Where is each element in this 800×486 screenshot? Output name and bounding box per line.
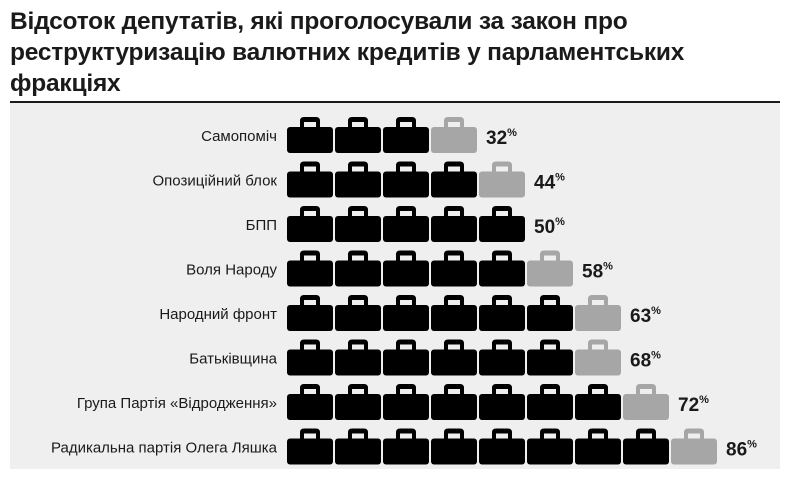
- partial-briefcase-icon: [623, 384, 669, 420]
- briefcase-icon: [335, 250, 381, 287]
- chart-row: Самопоміч 32%: [201, 117, 517, 153]
- briefcase-icon: [431, 339, 477, 376]
- briefcase-icon: [287, 206, 333, 242]
- briefcase-icon: [383, 384, 429, 420]
- briefcase-icon: [479, 384, 525, 420]
- briefcase-icon: [479, 206, 525, 242]
- category-label: Народний фронт: [159, 306, 277, 323]
- briefcase-icon: [383, 117, 429, 153]
- chart-row: Група Партія «Відродження» 72%: [77, 384, 709, 420]
- chart-row: Народний фронт 63%: [159, 295, 661, 331]
- category-label: Воля Народу: [186, 262, 277, 279]
- briefcase-icon: [335, 339, 381, 376]
- title-divider: [10, 101, 780, 103]
- category-label: Група Партія «Відродження»: [77, 395, 277, 412]
- partial-briefcase-icon: [575, 295, 621, 331]
- category-label: БПП: [246, 217, 277, 234]
- briefcase-icon: [527, 428, 573, 465]
- value-label: 32%: [486, 127, 517, 149]
- value-label: 44%: [534, 172, 565, 194]
- briefcase-icon: [479, 250, 525, 287]
- briefcase-icon: [527, 339, 573, 376]
- value-label: 63%: [630, 305, 661, 327]
- value-label: 50%: [534, 216, 565, 238]
- briefcase-icon: [431, 206, 477, 242]
- briefcase-icon: [383, 339, 429, 376]
- partial-briefcase-icon: [671, 428, 717, 465]
- briefcase-icon: [335, 117, 381, 153]
- briefcase-icon: [383, 428, 429, 465]
- value-label: 58%: [582, 261, 613, 283]
- briefcase-icon: [431, 384, 477, 420]
- briefcase-icon: [383, 250, 429, 287]
- chart-row: БПП 50%: [246, 206, 565, 242]
- briefcase-icon: [575, 384, 621, 420]
- briefcase-icon: [527, 295, 573, 331]
- briefcase-icon: [335, 295, 381, 331]
- briefcase-icon: [287, 384, 333, 420]
- briefcase-icon: [287, 161, 333, 198]
- chart-row: Опозиційний блок 44%: [153, 161, 565, 198]
- chart-row: Батьківщина 68%: [189, 339, 661, 376]
- category-label: Опозиційний блок: [153, 173, 278, 190]
- briefcase-icon: [527, 384, 573, 420]
- briefcase-icon: [287, 339, 333, 376]
- briefcase-icon: [335, 384, 381, 420]
- briefcase-icon: [431, 161, 477, 198]
- briefcase-icon: [479, 428, 525, 465]
- pictogram-chart: Самопоміч 32% Опозиційний блок 44% БПП 50% Вол…: [51, 117, 757, 465]
- category-label: Самопоміч: [201, 128, 277, 145]
- category-label: Радикальна партія Олега Ляшка: [51, 440, 278, 457]
- chart-row: Воля Народу 58%: [186, 250, 613, 287]
- briefcase-icon: [431, 250, 477, 287]
- partial-briefcase-icon: [431, 117, 477, 153]
- briefcase-icon: [335, 428, 381, 465]
- briefcase-icon: [335, 206, 381, 242]
- briefcase-icon: [383, 206, 429, 242]
- chart-title: Відсоток депутатів, які проголосували за…: [10, 8, 685, 97]
- value-label: 86%: [726, 439, 757, 461]
- briefcase-icon: [575, 428, 621, 465]
- value-label: 68%: [630, 350, 661, 372]
- chart-row: Радикальна партія Олега Ляшка 86%: [51, 428, 757, 465]
- value-label: 72%: [678, 394, 709, 416]
- briefcase-icon: [287, 428, 333, 465]
- partial-briefcase-icon: [527, 250, 573, 287]
- briefcase-icon: [287, 250, 333, 287]
- briefcase-icon: [335, 161, 381, 198]
- briefcase-icon: [623, 428, 669, 465]
- briefcase-icon: [287, 295, 333, 331]
- briefcase-icon: [479, 339, 525, 376]
- briefcase-icon: [431, 428, 477, 465]
- briefcase-icon: [479, 295, 525, 331]
- partial-briefcase-icon: [479, 161, 525, 198]
- category-label: Батьківщина: [189, 351, 277, 368]
- briefcase-icon: [383, 161, 429, 198]
- briefcase-icon: [287, 117, 333, 153]
- partial-briefcase-icon: [575, 339, 621, 376]
- briefcase-icon: [383, 295, 429, 331]
- briefcase-icon: [431, 295, 477, 331]
